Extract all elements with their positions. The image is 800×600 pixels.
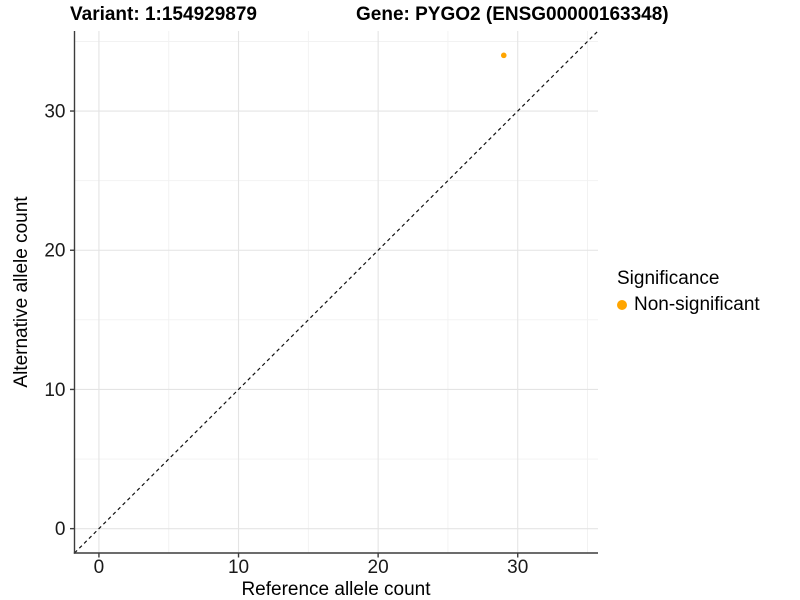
- legend-item-non-significant: Non-significant: [617, 293, 760, 316]
- identity-reference-line: [74, 30, 599, 554]
- legend-item-label: Non-significant: [634, 294, 760, 315]
- y-tick-label: 10: [44, 380, 65, 401]
- variant-title: Variant: 1:154929879: [70, 4, 257, 25]
- x-tick-label: 10: [228, 557, 249, 578]
- x-tick-label: 20: [368, 557, 389, 578]
- legend-title: Significance: [617, 268, 720, 289]
- y-tick-label: 0: [55, 519, 66, 540]
- y-tick-label: 20: [44, 241, 65, 262]
- data-point: [500, 52, 507, 59]
- x-axis-label: Reference allele count: [241, 579, 431, 600]
- gene-title: Gene: PYGO2 (ENSG00000163348): [356, 4, 669, 25]
- legend-point-icon: [617, 299, 627, 310]
- y-tick-label: 30: [44, 102, 65, 123]
- x-tick-label: 0: [94, 557, 105, 578]
- x-tick-label: 30: [507, 557, 528, 578]
- legend: Significance Non-significant: [617, 267, 760, 316]
